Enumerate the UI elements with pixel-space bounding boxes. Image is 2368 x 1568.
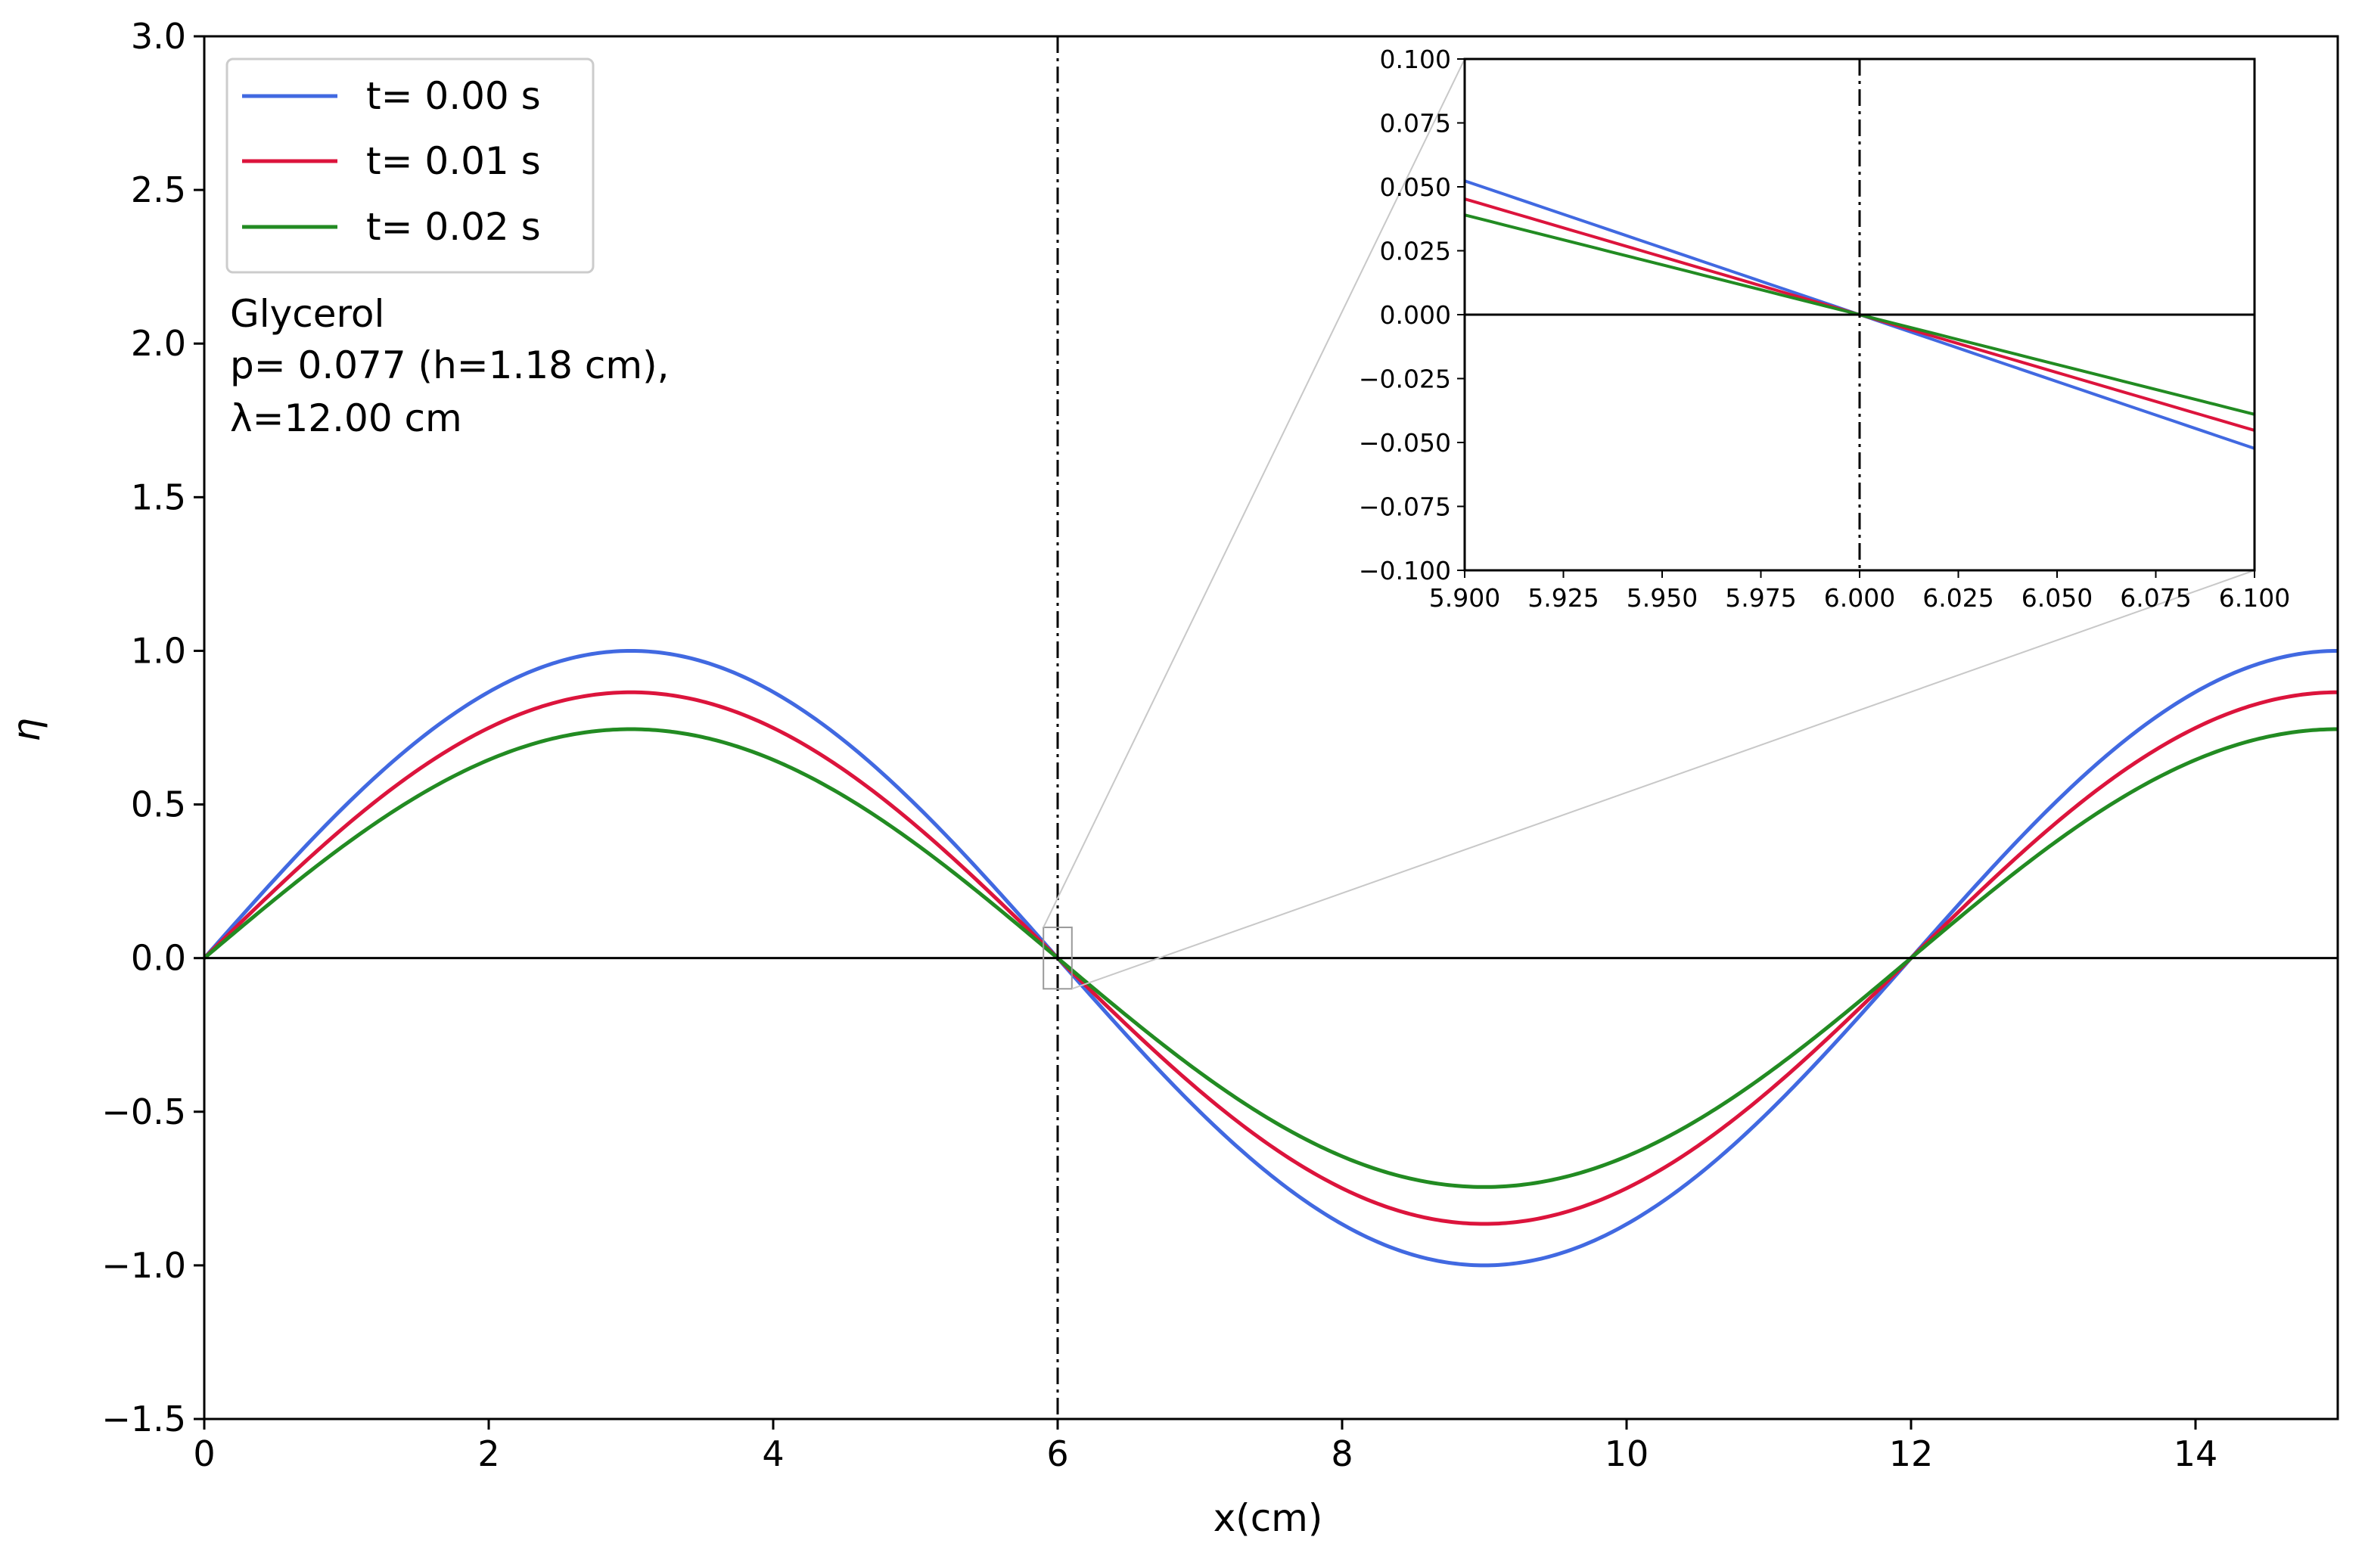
inset-x-tick-label-0: 5.900	[1429, 583, 1500, 613]
inset-x-tick-label-1: 5.925	[1527, 583, 1599, 613]
inset-y-tick-label-4: 0.000	[1380, 300, 1451, 330]
x-tick-label-5: 10	[1605, 1433, 1649, 1474]
y-tick-label-7: 2.0	[131, 323, 186, 364]
main-plot: 0 2 4 6 8 10 12 14 −1.5 −1.0 −0.5 0.0 0.5 1.0 1.5 2.0 2.…	[101, 16, 2339, 1474]
legend: t= 0.00 s t= 0.01 s t= 0.02 s	[225, 57, 595, 274]
zoom-connector-bottom	[1071, 570, 2255, 990]
annotation-text: Glycerol p= 0.077 (h=1.18 cm), λ=12.00 c…	[230, 292, 669, 440]
inset-x-tick-label-7: 6.075	[2120, 583, 2191, 613]
legend-label-2: t= 0.02 s	[366, 205, 541, 249]
inset-y-tick-label-2: −0.050	[1359, 428, 1451, 458]
x-tick-label-2: 4	[762, 1433, 784, 1474]
y-tick-label-9: 3.0	[131, 16, 186, 57]
y-tick-label-4: 0.5	[131, 784, 186, 825]
x-tick-label-6: 12	[1889, 1433, 1934, 1474]
inset-x-tick-label-8: 6.100	[2219, 583, 2290, 613]
x-axis-label: x(cm)	[1214, 1496, 1323, 1540]
inset-x-tick-label-3: 5.975	[1725, 583, 1796, 613]
x-tick-label-4: 8	[1331, 1433, 1353, 1474]
inset-plot: 5.900 5.925 5.950 5.975 6.000 6.025 6.050 6.075…	[1359, 45, 2290, 613]
x-tick-label-1: 2	[477, 1433, 499, 1474]
inset-y-tick-label-1: −0.075	[1359, 492, 1451, 522]
inset-y-tick-label-8: 0.100	[1380, 45, 1451, 74]
inset-y-tick-label-5: 0.025	[1380, 237, 1451, 266]
x-tick-label-7: 14	[2174, 1433, 2218, 1474]
y-tick-label-5: 1.0	[131, 630, 186, 671]
inset-x-tick-label-2: 5.950	[1627, 583, 1698, 613]
inset-y-tick-label-6: 0.050	[1380, 172, 1451, 202]
main-axes-frame	[203, 35, 2339, 1421]
y-tick-label-3: 0.0	[131, 938, 186, 979]
inset-y-tick-label-7: 0.075	[1380, 109, 1451, 138]
legend-label-1: t= 0.01 s	[366, 139, 541, 183]
legend-label-0: t= 0.00 s	[366, 74, 541, 118]
inset-x-tick-label-5: 6.025	[1922, 583, 1994, 613]
y-tick-label-2: −0.5	[101, 1091, 186, 1132]
series-line-1	[204, 690, 2338, 1226]
y-tick-label-6: 1.5	[131, 477, 186, 517]
legend-frame	[225, 57, 595, 274]
series-line-2	[204, 727, 2338, 1189]
x-tick-label-0: 0	[193, 1433, 215, 1474]
y-tick-label-0: −1.5	[101, 1399, 186, 1439]
annotation-line-fluid: Glycerol	[230, 292, 384, 336]
annotation-line-depth: p= 0.077 (h=1.18 cm),	[230, 343, 669, 387]
inset-x-tick-label-4: 6.000	[1824, 583, 1895, 613]
inset-x-tick-label-6: 6.050	[2022, 583, 2093, 613]
x-tick-label-3: 6	[1046, 1433, 1068, 1474]
inset-y-tick-label-0: −0.100	[1359, 556, 1451, 585]
series-line-0	[204, 648, 2338, 1268]
series-group	[204, 648, 2338, 1268]
annotation-line-wavelength: λ=12.00 cm	[230, 396, 462, 440]
zoom-connector-top	[1043, 58, 1465, 928]
y-tick-label-1: −1.0	[101, 1245, 186, 1286]
y-tick-label-8: 2.5	[131, 169, 186, 210]
zoom-region-box	[1043, 927, 1073, 990]
inset-y-tick-label-3: −0.025	[1359, 365, 1451, 394]
y-axis-label: η	[5, 718, 48, 742]
